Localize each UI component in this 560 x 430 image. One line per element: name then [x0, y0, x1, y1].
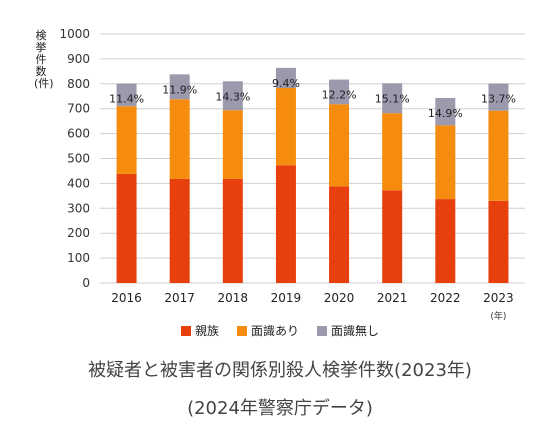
bar-segment-2022-3 [435, 97, 456, 126]
bar-segment-2017-3 [169, 74, 190, 100]
legend-swatch [317, 325, 327, 336]
bar-segment-2019-2 [275, 88, 296, 166]
legend-label: 親族 [194, 324, 219, 338]
x-tick-label: 2020 [324, 291, 355, 305]
y-tick-label: 500 [67, 152, 90, 166]
y-tick-label: 900 [67, 52, 90, 66]
x-tick-label: 2021 [377, 291, 408, 305]
bar-segment-2022-1 [435, 199, 456, 283]
bar-segment-2017-2 [169, 99, 190, 179]
bar-label: 15.1% [375, 92, 410, 105]
x-tick-label: 2017 [164, 291, 195, 305]
y-tick-label: 600 [67, 127, 90, 141]
bar-label: 12.2% [322, 89, 357, 102]
bar-segment-2020-1 [329, 186, 350, 283]
legend-label: 面識あり [250, 324, 299, 338]
y-tick-label: 1000 [59, 27, 90, 41]
bar-label: 13.7% [481, 93, 516, 106]
x-unit-label: (年) [490, 310, 506, 322]
y-tick-label: 300 [67, 201, 90, 215]
y-tick-label: 700 [67, 102, 90, 116]
x-tick-label: 2023 [483, 291, 514, 305]
chart-title: 被疑者と被害者の関係別殺人検挙件数(2023年) [88, 360, 472, 381]
bar-segment-2022-2 [435, 125, 456, 200]
chart-source: (2024年警察庁データ) [187, 398, 373, 419]
y-tick-label: 200 [67, 226, 90, 240]
bar-segment-2018-1 [222, 178, 243, 283]
bar-segment-2021-3 [382, 83, 403, 114]
bar-segment-2018-3 [222, 81, 243, 111]
bar-label: 11.9% [162, 83, 197, 96]
bar-segment-2023-2 [488, 110, 509, 201]
bar-label: 11.4% [109, 93, 144, 106]
x-tick-label: 2019 [271, 291, 302, 305]
bar-segment-2019-1 [275, 165, 296, 283]
bar-segment-2023-1 [488, 200, 509, 283]
x-tick-label: 2022 [430, 291, 461, 305]
bar-segment-2023-3 [488, 83, 509, 111]
bar-segment-2019-3 [275, 67, 296, 89]
bar-segment-2021-1 [382, 190, 403, 283]
y-tick-label: 400 [67, 176, 90, 190]
bar-segment-2020-2 [329, 104, 350, 187]
legend-item: 面識あり [236, 322, 299, 339]
bar-label: 14.9% [428, 107, 463, 120]
bar-segment-2020-3 [329, 79, 350, 105]
bar-segment-2017-1 [169, 178, 190, 283]
bar-segment-2018-2 [222, 110, 243, 179]
legend-item: 親族 [180, 322, 219, 339]
y-tick-label: 100 [67, 251, 90, 265]
legend: 親族 面識あり 面識無し [0, 322, 560, 339]
legend-item: 面識無し [317, 322, 379, 339]
bar-label: 9.4% [272, 77, 300, 90]
bar-segment-2016-2 [116, 106, 137, 174]
y-tick-label: 800 [67, 77, 90, 91]
legend-swatch [236, 325, 247, 336]
legend-swatch [180, 325, 191, 336]
bar-segment-2021-2 [382, 113, 403, 191]
y-tick-label: 0 [82, 276, 90, 290]
bar-segment-2016-1 [116, 173, 137, 283]
legend-label: 面識無し [331, 324, 380, 338]
chart-area: 検挙件数(件) 0 100 200 300 400 500 600 700 800 900 1000… [34, 27, 525, 322]
x-tick-label: 2018 [218, 291, 249, 305]
bar-chart: 0 100 200 300 400 500 600 700 800 900 1000 11.4% 201… [59, 27, 525, 322]
bar-segment-2016-3 [116, 83, 137, 107]
bar-label: 14.3% [215, 90, 250, 103]
x-tick-label: 2016 [111, 291, 142, 305]
